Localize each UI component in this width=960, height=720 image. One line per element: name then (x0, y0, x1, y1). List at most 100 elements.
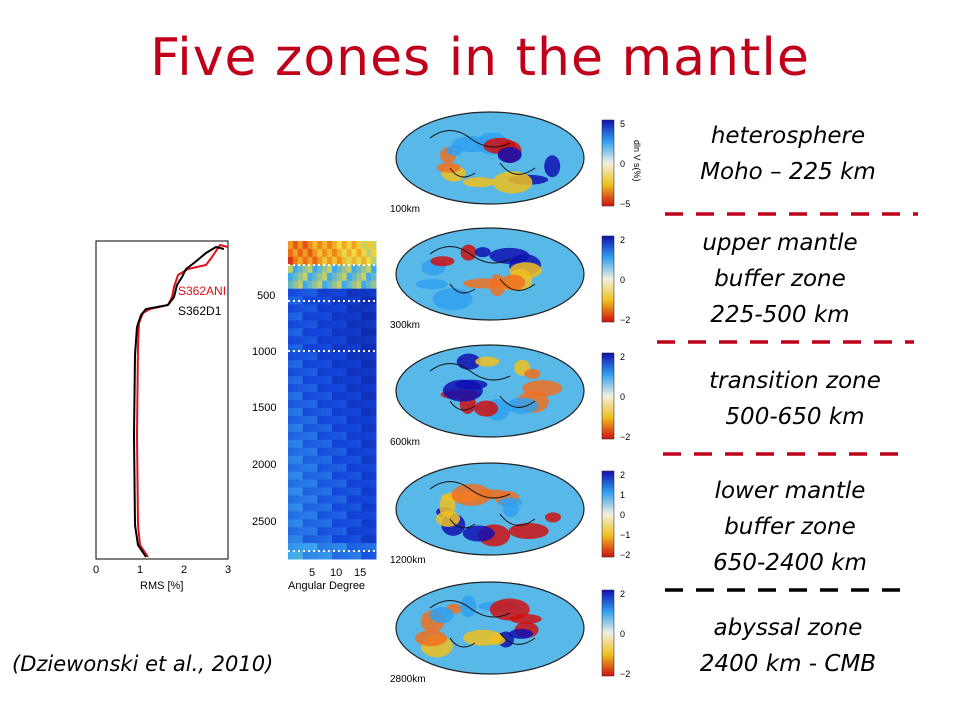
heatmap-cell (351, 264, 357, 274)
heatmap-cell (307, 495, 313, 504)
heatmap-cell (341, 479, 348, 488)
heatmap-cell (336, 264, 343, 274)
heatmap-cell (332, 360, 338, 369)
heatmap-cell (341, 352, 348, 361)
heatmap-cell (371, 415, 377, 425)
heatmap-cell (322, 479, 328, 488)
heatmap-cell (341, 256, 348, 266)
heatmap-cell (356, 288, 362, 298)
heatmap-cell (351, 535, 357, 544)
heatmap-cell (351, 328, 357, 337)
colorbar (601, 119, 615, 207)
heatmap-cell (312, 280, 318, 290)
heatmap-cell (288, 312, 294, 321)
heatmap-cell (366, 248, 372, 258)
heatmap-cell (361, 392, 367, 401)
heatmap-cell (366, 304, 372, 314)
heatmap-cell (302, 256, 309, 266)
anomaly-patch (451, 136, 492, 153)
heatmap-cell (356, 241, 362, 250)
heatmap-cell (332, 471, 338, 480)
colorbar-tick: 0 (620, 159, 625, 169)
heatmap-cell (327, 455, 333, 465)
heatmap-cell (327, 312, 333, 321)
heatmap-cell (336, 360, 343, 369)
heatmap-cell (332, 447, 338, 457)
heatmap-cell (366, 392, 372, 401)
heatmap-cell (297, 304, 304, 314)
heatmap-cell (302, 487, 309, 496)
heatmap-cell (346, 527, 353, 536)
heatmap-cell (366, 400, 372, 409)
heatmap-cell (361, 360, 367, 369)
heatmap-cell (332, 320, 338, 329)
heatmap-cell (346, 431, 353, 441)
heatmap-cell (371, 312, 377, 321)
heatmap-cell (322, 376, 328, 385)
anomaly-patch (462, 525, 495, 542)
citation: (Dziewonski et al., 2010) (12, 652, 274, 676)
rms-tick-0: 0 (93, 564, 99, 576)
heatmap-cell (327, 304, 333, 314)
heatmap-cell (336, 463, 343, 473)
anomaly-patch (414, 630, 447, 647)
rms-tick-3: 3 (225, 564, 231, 576)
depth-tick-1500: 1500 (252, 402, 276, 414)
heatmap-cell (336, 487, 343, 496)
heatmap-cell (302, 248, 309, 258)
heatmap-cell (322, 392, 328, 401)
heatmap-cell (346, 264, 353, 274)
heatmap-cell (297, 447, 304, 457)
heatmap-cell (288, 423, 294, 433)
map-panel: 100km 5 0 −5 dln V s(%) (390, 111, 642, 215)
heatmap-cell (341, 280, 348, 290)
heatmap-cell (322, 463, 328, 473)
heatmap-cell (341, 376, 348, 385)
heatmap-cell (336, 320, 343, 329)
heatmap-cell (317, 415, 323, 425)
heatmap-cell (366, 447, 372, 457)
heatmap-cell (317, 328, 323, 337)
heatmap-cell (371, 487, 377, 496)
heatmap-cell (336, 376, 343, 385)
heatmap-cell (312, 392, 318, 401)
heatmap-cell (288, 551, 294, 560)
heatmap-cell (292, 479, 299, 488)
heatmap-cell (341, 439, 348, 449)
heatmap-cell (341, 400, 348, 409)
heatmap-cell (292, 431, 299, 441)
heatmap-cell (371, 352, 377, 361)
heatmap-cell (288, 527, 294, 536)
heatmap-cell (302, 241, 309, 250)
heatmap-cell (361, 376, 367, 385)
heatmap-cell (336, 344, 343, 353)
depth-tick-2000: 2000 (252, 459, 276, 471)
heatmap-cell (351, 487, 357, 496)
heatmap-cell (361, 455, 367, 465)
heatmap-cell (332, 344, 338, 353)
heatmap-cell (317, 280, 323, 290)
heatmap-cell (356, 447, 362, 457)
heatmap-cell (371, 368, 377, 377)
heatmap-cell (341, 241, 348, 250)
heatmap-cell (351, 368, 357, 377)
heatmap-cell (366, 352, 372, 361)
heatmap-cell (302, 384, 309, 393)
heatmap-cell (361, 495, 367, 504)
heatmap-cell (307, 320, 313, 329)
heatmap-cell (307, 431, 313, 441)
heatmap-cell (361, 336, 367, 345)
heatmap-cell (351, 360, 357, 369)
heatmap-cell (322, 487, 328, 496)
heatmap-cell (312, 495, 318, 504)
heatmap-cell (341, 527, 348, 536)
heatmap-cell (312, 447, 318, 457)
heatmap-cell (312, 543, 318, 552)
heatmap-cell (332, 495, 338, 504)
anomaly-patch (446, 145, 463, 156)
depth-tick-500: 500 (257, 290, 275, 302)
heatmap-cell (322, 248, 328, 258)
heatmap-cell (307, 471, 313, 480)
heatmap-cell (361, 241, 367, 250)
heatmap-cell (292, 407, 299, 417)
